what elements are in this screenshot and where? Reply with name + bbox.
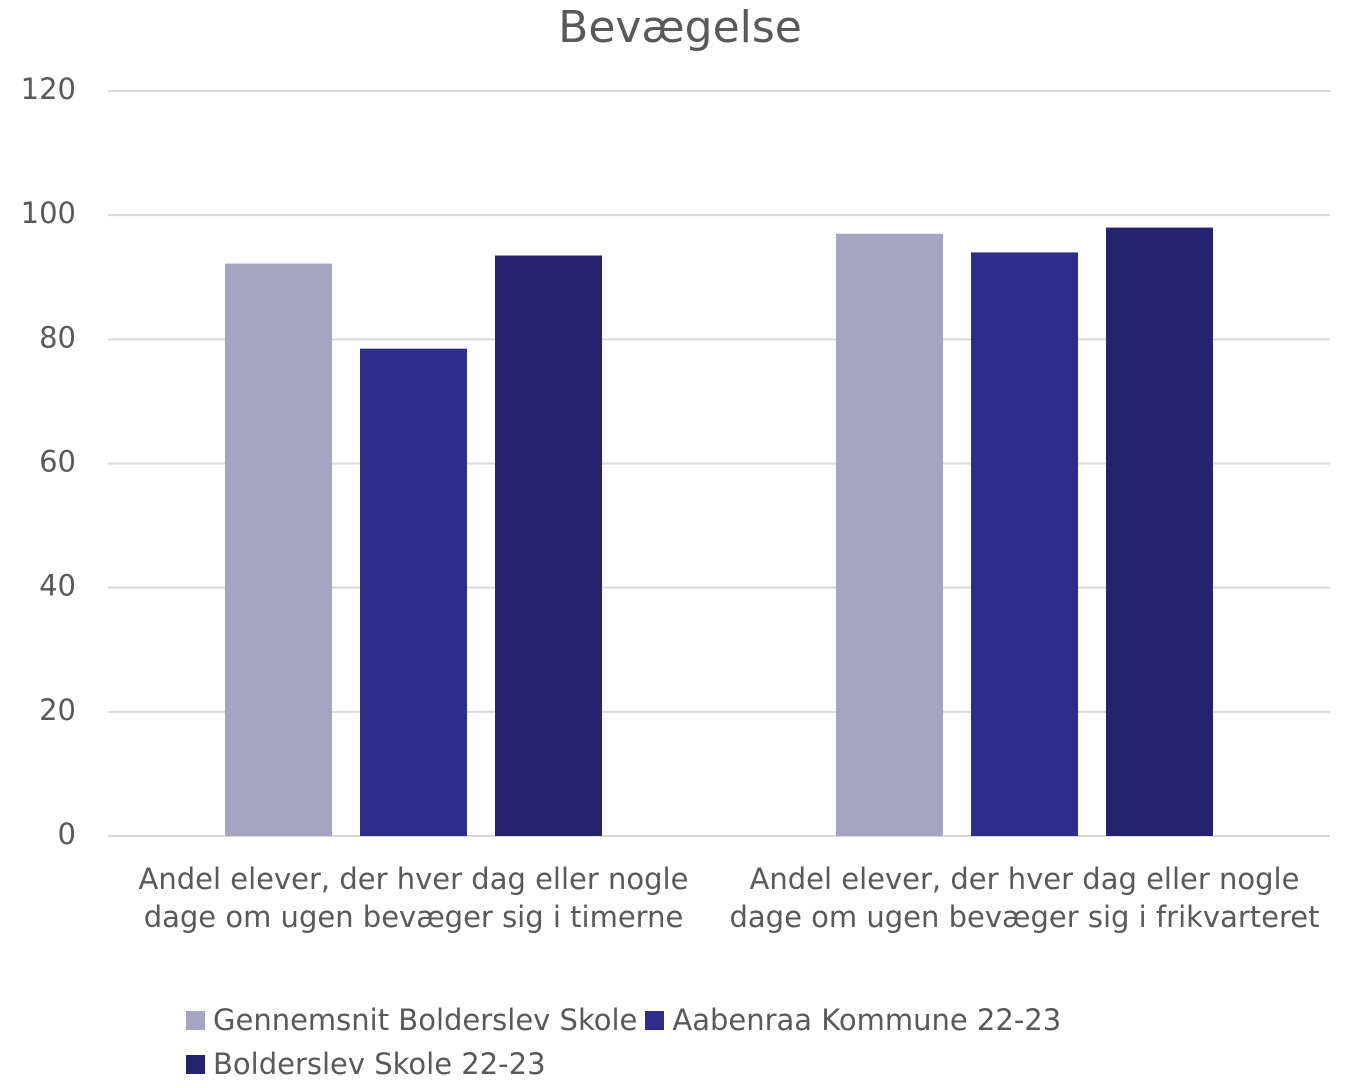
bar (836, 233, 943, 836)
bar (1106, 227, 1213, 837)
legend-item: Gennemsnit Bolderslev Skole (186, 998, 637, 1042)
legend-label: Aabenraa Kommune 22-23 (672, 1003, 1062, 1037)
x-tick-label: Andel elever, der hver dag eller nogle d… (138, 862, 689, 934)
bar (225, 263, 332, 836)
bar (495, 255, 602, 837)
legend-item: Aabenraa Kommune 22-23 (645, 998, 1061, 1042)
y-tick-label: 60 (39, 445, 76, 479)
bar (360, 348, 467, 836)
legend-swatch (645, 1010, 665, 1030)
legend-label: Bolderslev Skole 22-23 (213, 1047, 546, 1081)
y-tick-label: 100 (21, 196, 76, 230)
y-tick-label: 20 (39, 693, 76, 727)
bar (971, 252, 1078, 836)
legend: Gennemsnit Bolderslev Skole Aabenraa Komm… (186, 998, 1166, 1086)
x-tick-label: Andel elever, der hver dag eller nogle d… (729, 862, 1320, 934)
y-tick-label: 0 (58, 817, 76, 851)
legend-item: Bolderslev Skole 22-23 (186, 1042, 546, 1086)
y-tick-label: 120 (21, 72, 76, 106)
chart-title: Bevægelse (558, 2, 802, 53)
y-tick-label: 80 (39, 320, 76, 354)
legend-swatch (186, 1010, 205, 1030)
y-tick-label: 40 (39, 569, 76, 603)
legend-label: Gennemsnit Bolderslev Skole (213, 1003, 638, 1037)
legend-swatch (186, 1054, 205, 1074)
